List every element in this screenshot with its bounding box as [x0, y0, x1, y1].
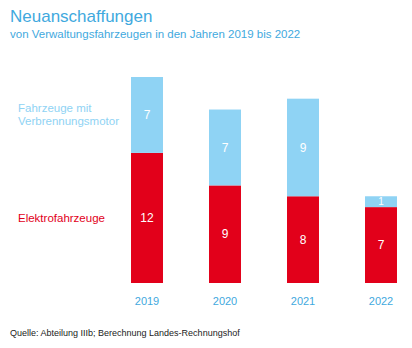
legend-line: Fahrzeuge mit	[18, 102, 92, 114]
x-tick-label: 2021	[291, 295, 315, 307]
legend-line: Elektrofahrzeuge	[18, 212, 105, 224]
bar-segment	[209, 185, 241, 283]
data-label: 7	[378, 238, 385, 252]
source: Quelle: Abteilung IIIb; Berechnung Lande…	[10, 328, 240, 338]
bar-segment	[365, 196, 397, 207]
legend: Elektrofahrzeuge Fahrzeuge mitVerbrennung…	[18, 102, 119, 224]
x-tick: 2019	[135, 295, 159, 307]
data-labels: 12 9 8 7 7 7 9 1	[140, 108, 384, 252]
bar-segment	[131, 153, 163, 283]
data-label: 7	[144, 108, 151, 122]
x-tick: 2020	[213, 295, 237, 307]
bar-segment	[131, 77, 163, 153]
x-tick: 2022	[369, 295, 393, 307]
title: Neuanschaffungen	[10, 7, 152, 26]
data-label: 8	[300, 233, 307, 247]
bar-segment	[209, 110, 241, 186]
data-label: 1	[378, 196, 384, 207]
x-tick-label: 2022	[369, 295, 393, 307]
x-tick-label: 2019	[135, 295, 159, 307]
subtitle: von Verwaltungsfahrzeugen in den Jahren …	[10, 28, 300, 40]
x-tick-label: 2020	[213, 295, 237, 307]
legend-line: Verbrennungsmotor	[18, 115, 119, 127]
bars	[131, 77, 397, 283]
bar-segment	[287, 196, 319, 283]
chart: Neuanschaffungen von Verwaltungsfahrzeuge…	[0, 0, 412, 348]
x-axis: 2019 2020 2021 2022	[135, 295, 393, 307]
data-label: 9	[222, 227, 229, 241]
bar-segment	[287, 99, 319, 197]
x-tick: 2021	[291, 295, 315, 307]
legend-label: Elektrofahrzeuge	[18, 212, 105, 224]
data-label: 12	[140, 211, 154, 225]
data-label: 9	[300, 141, 307, 155]
legend-label: Fahrzeuge mitVerbrennungsmotor	[18, 102, 119, 127]
data-label: 7	[222, 141, 229, 155]
bar-segment	[365, 207, 397, 283]
